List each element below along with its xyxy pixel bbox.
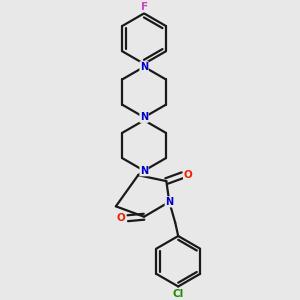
Text: Cl: Cl <box>172 289 184 299</box>
Text: O: O <box>184 170 192 180</box>
Text: N: N <box>140 112 148 122</box>
Text: O: O <box>117 213 126 223</box>
Text: N: N <box>140 166 148 176</box>
Text: F: F <box>140 2 148 12</box>
Text: N: N <box>140 62 148 72</box>
Text: N: N <box>165 197 173 207</box>
